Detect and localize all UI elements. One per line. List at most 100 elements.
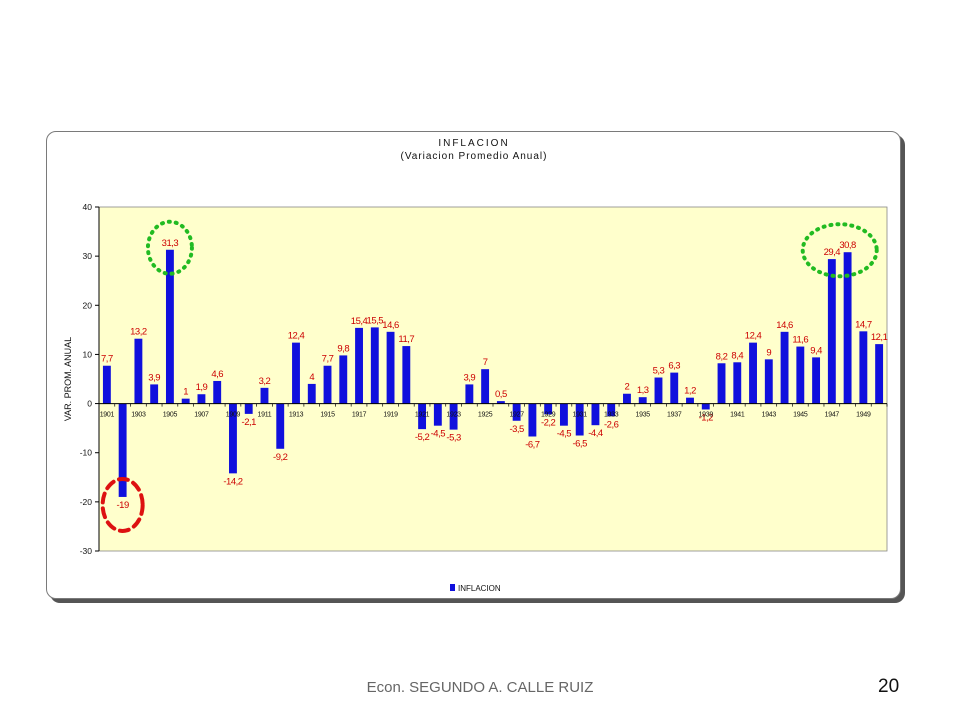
x-tick-label-1909: 1909 — [226, 412, 241, 419]
data-label-1913: 12,4 — [288, 331, 305, 342]
data-label-1915: 7,7 — [322, 354, 334, 365]
bar-1916 — [339, 355, 348, 404]
bar-1941 — [733, 362, 742, 404]
bar-1907 — [197, 394, 206, 404]
y-tick-label: -20 — [80, 497, 93, 507]
bar-1918 — [370, 327, 379, 404]
data-label-1950: 12,1 — [871, 332, 888, 343]
bar-1927 — [512, 403, 521, 421]
x-tick-label-1933: 1933 — [604, 412, 619, 419]
data-label-1916: 9,8 — [337, 343, 349, 354]
bar-1911 — [260, 387, 269, 404]
bar-1903 — [134, 338, 143, 404]
data-label-1942: 12,4 — [745, 331, 762, 342]
bar-1925 — [481, 369, 490, 404]
bar-1921 — [418, 403, 427, 430]
bar-1913 — [292, 342, 300, 404]
highlight-circle-1947-1948 — [800, 222, 879, 279]
x-tick-label-1927: 1927 — [509, 412, 524, 419]
bar-1910 — [244, 403, 253, 414]
slide-author: Econ. SEGUNDO A. CALLE RUIZ — [366, 679, 594, 696]
x-tick-label-1919: 1919 — [383, 412, 398, 419]
bar-1937 — [670, 372, 679, 404]
bar-1928 — [528, 403, 537, 437]
data-label-1914: 4 — [309, 372, 314, 383]
x-tick-label-1943: 1943 — [762, 412, 777, 419]
y-tick-label: 0 — [87, 399, 92, 409]
data-label-1919: 14,6 — [382, 320, 399, 331]
data-label-1949: 14,7 — [855, 319, 872, 330]
data-label-1927: -3,5 — [509, 424, 524, 435]
x-tick-label-1939: 1939 — [699, 412, 714, 419]
y-tick-label: 40 — [83, 202, 93, 212]
bar-1929 — [544, 403, 553, 415]
bar-1914 — [307, 383, 316, 404]
bar-1935 — [638, 397, 647, 404]
bar-1945 — [796, 346, 805, 404]
x-tick-label-1903: 1903 — [131, 412, 146, 419]
x-tick-label-1935: 1935 — [636, 412, 651, 419]
bar-1939 — [701, 403, 710, 410]
data-label-1902: -19 — [117, 500, 129, 511]
legend-swatch — [450, 584, 455, 591]
data-label-1931: -6,5 — [572, 439, 587, 450]
bar-1915 — [323, 365, 332, 404]
bar-1931 — [575, 403, 584, 436]
bar-1942 — [749, 342, 757, 404]
bar-1904 — [150, 384, 159, 404]
x-tick-label-1907: 1907 — [194, 412, 209, 419]
data-label-1920: 11,7 — [398, 334, 414, 345]
bar-1919 — [386, 331, 395, 404]
data-label-1903: 13,2 — [130, 327, 147, 338]
x-tick-label-1945: 1945 — [793, 412, 808, 419]
x-tick-label-1925: 1925 — [478, 412, 493, 419]
bar-1926 — [496, 401, 505, 404]
data-label-1928: -6,7 — [525, 439, 540, 450]
y-tick-label: -10 — [80, 448, 93, 458]
bar-1934 — [623, 393, 631, 404]
chart-frame: INFLACION (Variacion Promedio Anual) 7,7… — [46, 131, 901, 599]
bar-1947 — [827, 259, 836, 404]
data-label-1918: 15,5 — [367, 315, 384, 326]
bar-1949 — [859, 331, 868, 404]
y-tick-label: 30 — [83, 251, 93, 261]
bar-1901 — [102, 365, 111, 404]
data-label-1904: 3,9 — [148, 372, 160, 383]
data-label-1943: 9 — [766, 347, 771, 358]
bar-1902 — [118, 403, 127, 497]
data-label-1926: 0,5 — [495, 389, 507, 400]
bar-1932 — [591, 403, 600, 426]
bar-1917 — [355, 327, 363, 404]
bar-1920 — [402, 346, 411, 404]
bar-1938 — [686, 397, 694, 404]
bar-1909 — [229, 403, 237, 474]
data-label-1910: -2,1 — [242, 417, 257, 428]
bar-1906 — [181, 398, 190, 404]
slide-page-number: 20 — [878, 676, 900, 697]
x-tick-label-1941: 1941 — [730, 412, 745, 419]
bar-1950 — [875, 344, 884, 404]
data-label-1936: 5,3 — [653, 366, 665, 377]
data-label-1948: 30,8 — [839, 240, 856, 251]
data-label-1911: 3,2 — [259, 376, 271, 387]
data-label-1945: 11,6 — [792, 335, 808, 346]
data-label-1908: 4,6 — [211, 369, 223, 380]
data-label-1922: -4,5 — [431, 429, 446, 440]
bar-1923 — [449, 403, 458, 430]
data-label-1907: 1,9 — [196, 382, 208, 393]
x-tick-label-1937: 1937 — [667, 412, 682, 419]
data-label-1939: -1,2 — [699, 412, 714, 423]
x-tick-label-1915: 1915 — [320, 412, 335, 419]
bar-1940 — [717, 363, 726, 404]
data-label-1941: 8,4 — [731, 350, 743, 361]
data-label-1937: 6,3 — [668, 361, 680, 372]
x-tick-label-1931: 1931 — [572, 412, 587, 419]
bar-1924 — [465, 384, 474, 404]
data-label-1934: 2 — [625, 382, 630, 393]
x-tick-label-1947: 1947 — [825, 412, 840, 419]
data-label-1946: 9,4 — [810, 345, 822, 356]
x-tick-label-1921: 1921 — [415, 412, 430, 419]
x-tick-label-1911: 1911 — [258, 412, 272, 419]
bar-1912 — [276, 403, 285, 449]
data-label-1947: 29,4 — [824, 247, 841, 258]
